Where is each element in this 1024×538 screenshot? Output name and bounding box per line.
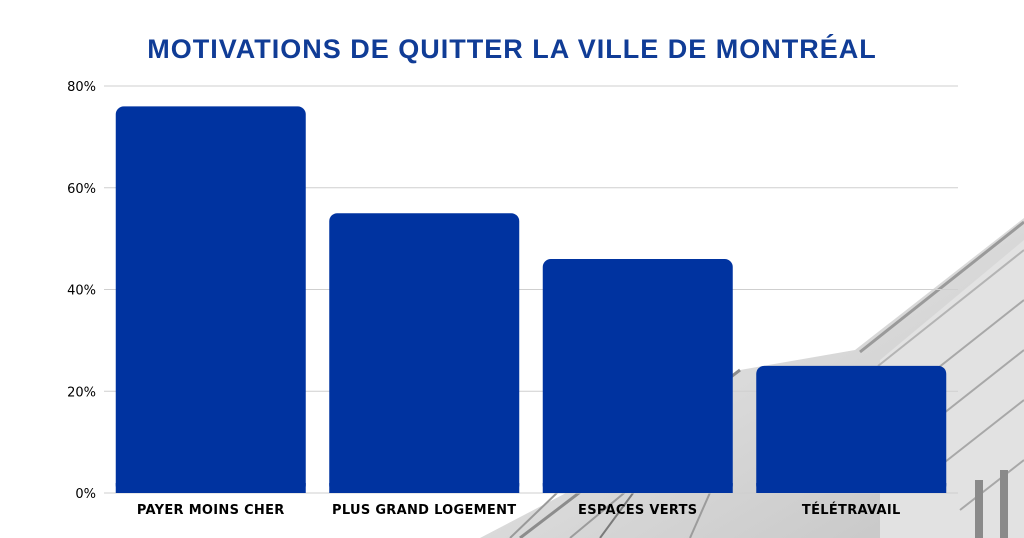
bar-0: [115, 106, 306, 493]
y-tick-label: 20%: [67, 385, 96, 400]
x-category-label: PLUS GRAND LOGEMENT: [332, 503, 516, 518]
bar-0-base: [115, 483, 306, 493]
bar-3: [756, 365, 947, 493]
x-category-label: TÉLÉTRAVAIL: [802, 502, 901, 518]
bar-2-base: [542, 483, 733, 493]
y-axis-ticks: 0% 20% 40% 60% 80%: [67, 80, 96, 502]
y-tick-label: 80%: [67, 80, 96, 95]
bar-1: [329, 213, 520, 493]
x-category-label: PAYER MOINS CHER: [137, 503, 285, 518]
x-axis-categories: PAYER MOINS CHER PLUS GRAND LOGEMENT ESPAC…: [137, 502, 901, 518]
bars: [115, 106, 947, 493]
y-tick-label: 60%: [67, 182, 96, 197]
y-tick-label: 0%: [75, 487, 96, 502]
bar-2: [542, 258, 733, 493]
y-tick-label: 40%: [67, 284, 96, 299]
x-category-label: ESPACES VERTS: [578, 503, 697, 518]
bar-3-base: [756, 483, 947, 493]
bar-1-base: [329, 483, 520, 493]
chart-title: MOTIVATIONS DE QUITTER LA VILLE DE MONTR…: [147, 34, 877, 64]
